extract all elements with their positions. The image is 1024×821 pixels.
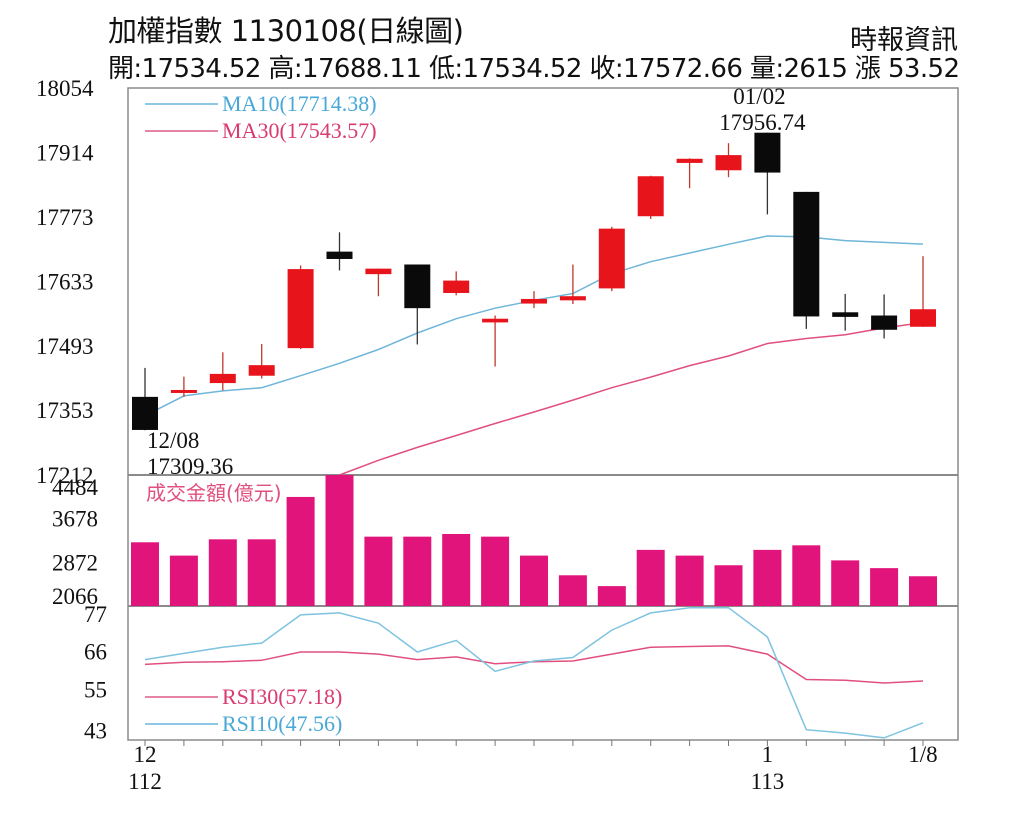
price-tick-label: 17914: [36, 140, 94, 165]
price-tick-label: 18054: [36, 76, 94, 101]
candle-up: [170, 389, 197, 393]
volume-bar: [286, 496, 315, 606]
price-tick-label: 17212: [36, 463, 94, 488]
candle-up: [910, 309, 936, 327]
candle-up: [676, 158, 703, 163]
volume-bar: [909, 576, 937, 606]
volume-bar: [831, 560, 860, 606]
candle-up: [598, 228, 625, 289]
candle-up: [559, 296, 586, 301]
rsi-tick-label: 55: [84, 677, 107, 702]
volume-bar: [442, 533, 471, 606]
candle-down: [832, 312, 859, 317]
peak-value-label: 17956.74: [719, 110, 806, 135]
volume-bar: [403, 536, 432, 606]
candle-up: [715, 155, 742, 171]
volume-bar: [169, 555, 198, 606]
volume-bar: [675, 555, 704, 606]
candle-down: [754, 132, 781, 173]
rsi-panel: 77 66 55 43 RSI30(57.18)RSI10(47.56): [84, 602, 924, 744]
volume-bar: [364, 536, 393, 606]
x-tick-sublabel: 113: [751, 769, 785, 794]
peak-date-label: 01/02: [733, 84, 785, 109]
chart-frame: [127, 87, 959, 741]
candle-down: [793, 191, 820, 317]
rsi-tick-label: 43: [84, 719, 107, 744]
legend-label: MA30(17543.57): [222, 118, 377, 143]
volume-bar: [792, 545, 821, 606]
price-tick-label: 17633: [36, 270, 94, 295]
price-panel: 18054 17914 17773 17633 17493 17353 17212 MA10(…: [36, 76, 936, 488]
legend-label: MA10(17714.38): [222, 91, 377, 116]
candle-up: [365, 268, 392, 275]
x-tick-label: 1/8: [908, 742, 937, 767]
ohlc-stats: 開:17534.52 高:17688.11 低:17534.52 收:17572…: [108, 54, 960, 84]
candle-up: [482, 318, 509, 323]
rsi30-line: [144, 645, 924, 684]
volume-bar: [714, 565, 743, 606]
candle-down: [404, 264, 431, 309]
volume-tick-label: 2872: [52, 550, 98, 575]
candle-up: [443, 280, 470, 293]
ma30-line: [339, 321, 924, 476]
volume-bar: [520, 555, 548, 606]
volume-bar: [131, 542, 159, 606]
chart-title: 加權指數 1130108(日線圖): [108, 14, 464, 48]
x-tick-label: 12: [134, 742, 157, 767]
rsi-tick-label: 77: [84, 602, 107, 627]
price-tick-label: 17493: [36, 334, 94, 359]
volume-bar: [558, 575, 587, 606]
volume-bar: [870, 568, 899, 606]
candle-down: [326, 251, 353, 259]
volume-bar: [481, 536, 510, 606]
candle-up: [287, 269, 314, 349]
candle-down: [871, 315, 898, 330]
volume-bar: [208, 539, 237, 606]
low-date-label: 12/08: [147, 428, 199, 453]
candle-down: [132, 396, 158, 430]
volume-tick-label: 2066: [52, 584, 98, 609]
candle-up: [637, 176, 664, 217]
volume-bar: [636, 549, 665, 606]
volume-panel: 4484 3678 2872 2066 成交金額(億元): [52, 475, 937, 609]
legend-label: RSI10(47.56): [222, 711, 342, 736]
volume-title: 成交金額(億元): [146, 481, 282, 505]
rsi-tick-label: 66: [84, 640, 107, 665]
volume-tick-label: 3678: [52, 507, 98, 532]
volume-bar: [753, 549, 782, 606]
price-tick-label: 17773: [36, 205, 94, 230]
source-label: 時報資訊: [850, 25, 958, 56]
rsi10-line: [144, 606, 924, 739]
legend-label: RSI30(57.18): [222, 684, 342, 709]
volume-bar: [597, 586, 626, 606]
price-tick-label: 17353: [36, 398, 94, 423]
x-tick-label: 1: [762, 742, 774, 767]
volume-bar: [325, 475, 354, 606]
volume-bar: [247, 539, 276, 606]
x-tick-sublabel: 112: [128, 769, 162, 794]
candle-up: [209, 373, 236, 384]
candle-up: [521, 298, 547, 304]
low-value-label: 17309.36: [147, 454, 233, 479]
volume-tick-label: 4484: [52, 475, 99, 500]
candle-up: [248, 365, 275, 376]
